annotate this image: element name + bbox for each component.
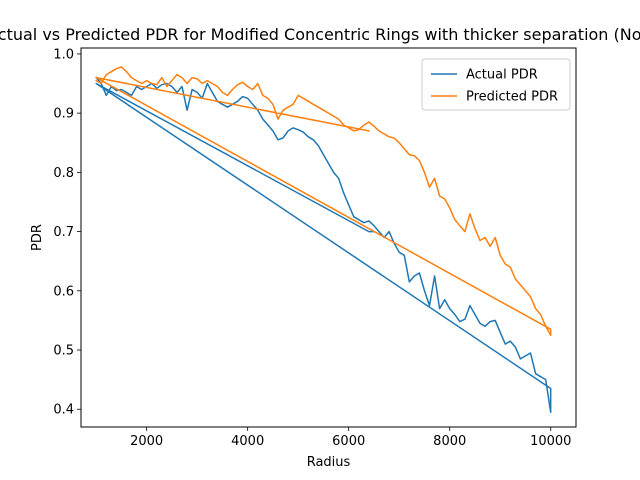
x-axis-title: Radius bbox=[307, 455, 351, 470]
y-tick-label: 0.9 bbox=[53, 107, 74, 122]
y-tick-label: 0.8 bbox=[53, 166, 74, 181]
y-tick-label: 0.5 bbox=[53, 344, 74, 359]
y-axis-title: PDR bbox=[30, 224, 45, 251]
series-line-predicted-pdr bbox=[95, 66, 552, 336]
legend: Actual PDR Predicted PDR bbox=[421, 58, 571, 111]
legend-label: Predicted PDR bbox=[466, 90, 558, 105]
y-tick-label: 1.0 bbox=[53, 47, 74, 62]
y-tick-label: 0.7 bbox=[53, 225, 74, 240]
y-tick-label: 0.6 bbox=[53, 284, 74, 299]
series-line-actual-pdr bbox=[95, 76, 552, 413]
x-tick-label: 6000 bbox=[332, 434, 365, 449]
x-tick-label: 10000 bbox=[530, 434, 571, 449]
x-tick-label: 4000 bbox=[231, 434, 264, 449]
chart-title: Actual vs Predicted PDR for Modified Con… bbox=[0, 25, 640, 44]
legend-box bbox=[421, 58, 571, 111]
y-tick-label: 0.4 bbox=[53, 403, 74, 418]
legend-label: Actual PDR bbox=[466, 68, 538, 83]
axes-frame bbox=[80, 47, 577, 428]
x-tick-label: 8000 bbox=[433, 434, 466, 449]
x-tick-label: 2000 bbox=[130, 434, 163, 449]
ticks-layer: 2000 4000 6000 8000 10000 0.4 0.5 0.6 0.7 0.8 0.9 1… bbox=[53, 47, 571, 449]
series-layer bbox=[95, 66, 552, 413]
